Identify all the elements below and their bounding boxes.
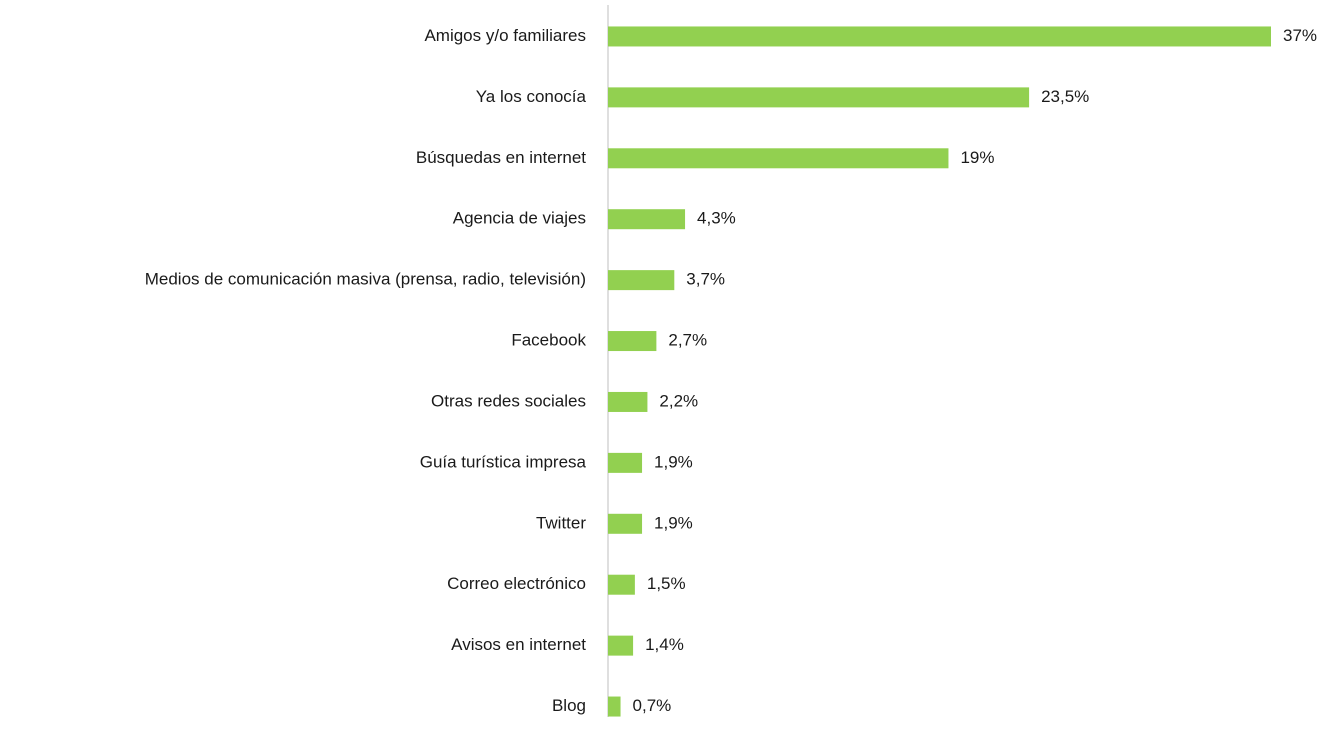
value-label: 0,7% — [633, 696, 672, 715]
bar — [608, 270, 675, 291]
value-label: 23,5% — [1041, 87, 1089, 106]
value-label: 1,4% — [645, 635, 684, 654]
value-label: 1,9% — [654, 452, 693, 471]
bar — [608, 574, 635, 595]
value-label: 4,3% — [697, 209, 736, 228]
category-label: Otras redes sociales — [431, 391, 586, 410]
bar — [608, 696, 621, 717]
value-label: 37% — [1283, 26, 1317, 45]
category-label: Agencia de viajes — [453, 209, 586, 228]
value-label: 1,5% — [647, 574, 686, 593]
bar — [608, 87, 1030, 108]
bar — [608, 513, 643, 534]
category-label: Amigos y/o familiares — [424, 26, 586, 45]
category-label: Ya los conocía — [476, 87, 587, 106]
bar — [608, 391, 648, 412]
category-label: Facebook — [511, 331, 586, 350]
category-label: Guía turística impresa — [420, 452, 587, 471]
value-label: 3,7% — [686, 270, 725, 289]
bar — [608, 148, 949, 169]
value-label: 2,7% — [668, 331, 707, 350]
value-label: 1,9% — [654, 513, 693, 532]
bar — [608, 635, 634, 656]
category-label: Búsquedas en internet — [416, 148, 586, 167]
bar — [608, 26, 1271, 47]
category-label: Blog — [552, 696, 586, 715]
category-label: Avisos en internet — [451, 635, 586, 654]
value-label: 19% — [960, 148, 994, 167]
category-label: Correo electrónico — [447, 574, 586, 593]
bar — [608, 331, 657, 352]
category-label: Medios de comunicación masiva (prensa, r… — [145, 270, 586, 289]
bar — [608, 209, 686, 230]
value-label: 2,2% — [659, 391, 698, 410]
category-label: Twitter — [536, 513, 586, 532]
bar — [608, 452, 643, 473]
